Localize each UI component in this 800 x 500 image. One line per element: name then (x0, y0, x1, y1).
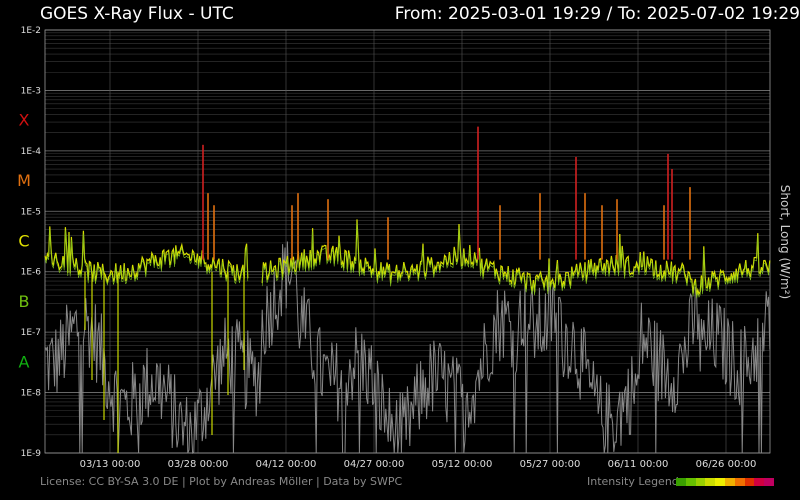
legend-swatch (695, 478, 706, 486)
x-tick-label: 05/27 00:00 (520, 459, 581, 470)
credits-footer: License: CC BY-SA 3.0 DE | Plot by Andre… (40, 475, 403, 488)
y-tick-label: 1E-4 (21, 147, 42, 157)
y-tick-label: 1E-8 (21, 389, 42, 399)
y-axis-label: Short, Long (W/m²) (778, 184, 792, 300)
legend-swatch (744, 478, 755, 486)
legend-swatch (685, 478, 696, 486)
short-channel-series (44, 241, 771, 455)
legend-swatch (764, 478, 774, 486)
long-channel-series (44, 219, 771, 296)
x-tick-label: 06/26 00:00 (696, 459, 757, 470)
plot-frame (44, 29, 771, 454)
date-range-label: From: 2025-03-01 19:29 / To: 2025-07-02 … (394, 4, 800, 24)
y-tick-label: 1E-3 (21, 86, 41, 96)
legend-swatch (724, 478, 735, 486)
intensity-legend-label: Intensity Legend (587, 475, 679, 488)
y-tick-label: 1E-6 (21, 268, 42, 278)
class-label-B: B (19, 292, 30, 311)
legend-swatch (715, 478, 725, 486)
class-label-A: A (19, 352, 30, 371)
x-tick-label: 05/12 00:00 (432, 459, 493, 470)
x-tick-label: 04/12 00:00 (256, 459, 317, 470)
y-tick-label: 1E-5 (21, 207, 41, 217)
class-label-C: C (18, 232, 29, 251)
y-tick-label: 1E-7 (21, 328, 41, 338)
legend-swatch (754, 478, 765, 486)
legend-swatch (676, 478, 686, 486)
intensity-legend-bar (676, 478, 774, 486)
legend-swatch (705, 478, 716, 486)
x-tick-label: 03/28 00:00 (168, 459, 229, 470)
legend-swatch (734, 478, 745, 486)
class-label-X: X (19, 111, 30, 130)
chart-title: GOES X-Ray Flux - UTC (40, 4, 234, 24)
x-tick-label: 04/27 00:00 (344, 459, 405, 470)
x-tick-label: 06/11 00:00 (608, 459, 669, 470)
y-tick-label: 1E-9 (21, 449, 42, 459)
long-channel-lower-band (44, 222, 771, 299)
y-tick-label: 1E-2 (21, 26, 41, 36)
x-tick-label: 03/13 00:00 (80, 459, 141, 470)
class-label-M: M (17, 171, 31, 190)
